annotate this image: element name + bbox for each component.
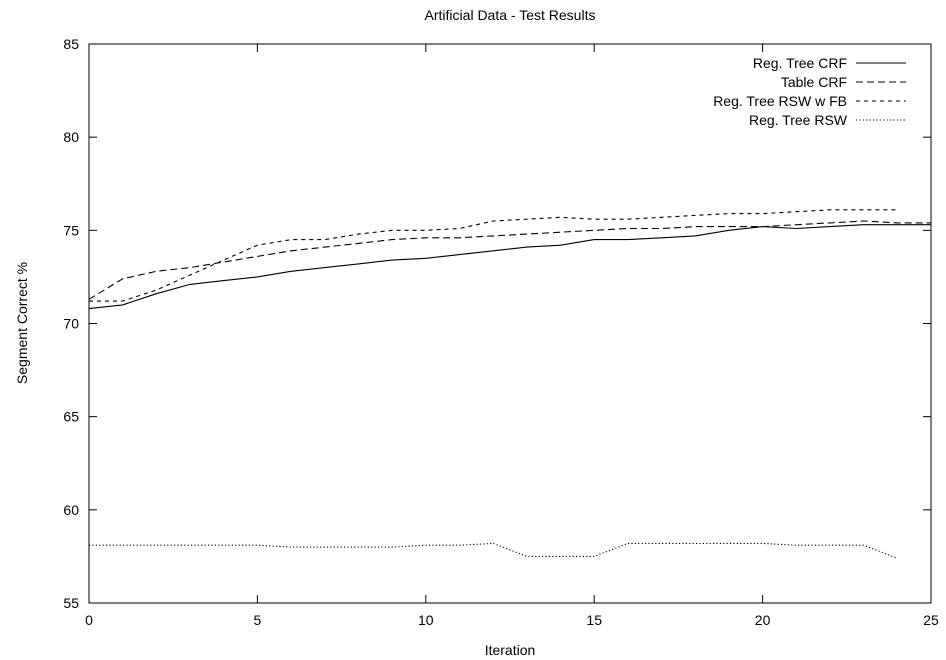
- legend-label: Reg. Tree RSW: [749, 112, 848, 128]
- y-tick-label: 60: [63, 502, 79, 518]
- y-tick-label: 85: [63, 36, 79, 52]
- legend-label: Reg. Tree CRF: [753, 55, 847, 71]
- y-axis-label: Segment Correct %: [14, 262, 30, 384]
- y-tick-label: 80: [63, 129, 79, 145]
- axes: 0 5 10 15 20 25 55 60 65 70 75 80 85: [63, 36, 939, 628]
- series-line-reg-tree-crf: [88, 224, 931, 310]
- series-line-reg-tree-rsw-w-fb: [89, 209, 898, 302]
- y-tick-label: 75: [63, 222, 79, 238]
- x-tick-label: 15: [586, 612, 602, 628]
- legend: Reg. Tree CRF Table CRF Reg. Tree RSW w FB…: [713, 55, 906, 128]
- x-tick-label: 10: [418, 612, 434, 628]
- x-tick-label: 0: [85, 612, 93, 628]
- series-line-reg-tree-rsw: [89, 542, 898, 559]
- y-tick-label: 70: [63, 316, 79, 332]
- series-line-table-crf: [88, 220, 931, 300]
- x-tick-label: 20: [755, 612, 771, 628]
- x-tick-label: 5: [254, 612, 262, 628]
- legend-label: Table CRF: [781, 74, 847, 90]
- y-tick-label: 65: [63, 409, 79, 425]
- y-tick-label: 55: [63, 595, 79, 611]
- chart-title: Artificial Data - Test Results: [425, 7, 596, 23]
- series-layer: [88, 209, 931, 559]
- x-tick-label: 25: [923, 612, 939, 628]
- x-axis-label: Iteration: [485, 642, 536, 658]
- legend-label: Reg. Tree RSW w FB: [713, 93, 847, 109]
